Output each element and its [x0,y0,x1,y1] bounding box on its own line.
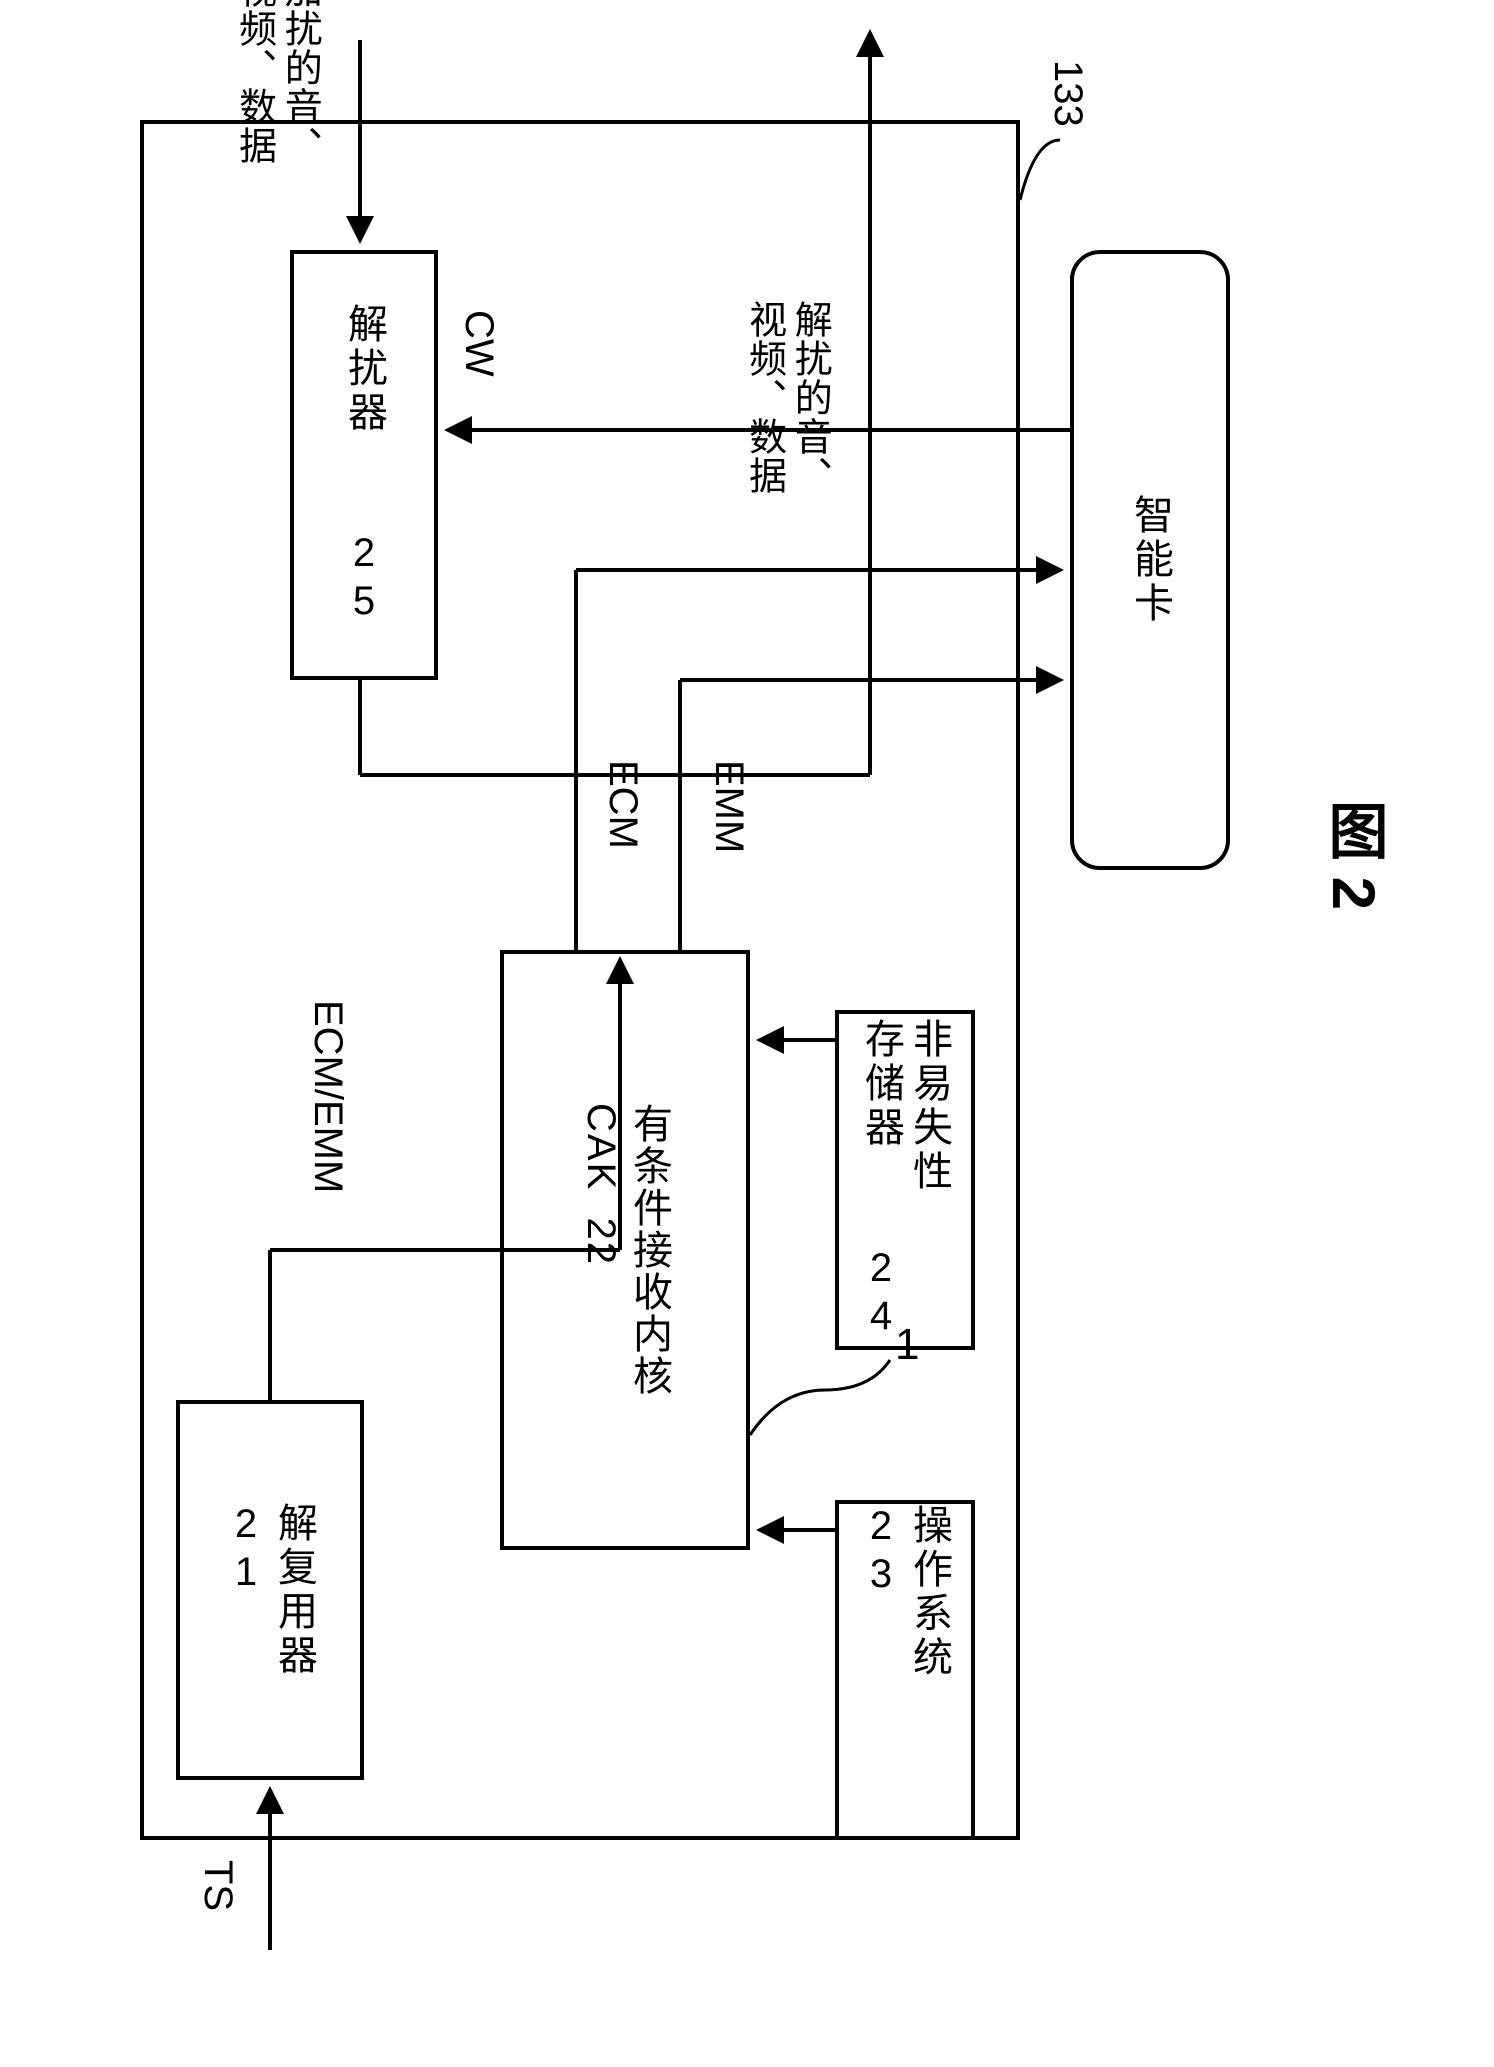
ecm-emm-label: ECM/EMM [305,1000,350,1193]
ts-label: TS [195,1860,240,1911]
emm-label: EMM [706,760,751,853]
cak-block: 有条件接收内核 CAK 22 [500,950,750,1550]
smartcard-label: 智能卡 [1128,494,1172,626]
cak-label-2: CAK [579,1103,623,1191]
demux-label: 解复用器 [272,1502,316,1678]
descrambled-output-label: 解扰的音、 视频、数据 [740,300,831,495]
descrambler-number: 25 [342,531,386,627]
descrambler-label: 解扰器 [342,303,386,435]
demultiplexer-block: 解复用器 21 [176,1400,364,1780]
demux-number: 21 [224,1502,268,1598]
figure-label: 图 2 [1310,800,1397,910]
cak-label-1: 有条件接收内核 [627,1103,671,1397]
scrambled-input-label: 加扰的音、 视频、数据 [230,0,321,165]
ecm-label: ECM [600,760,645,849]
descrambler-block: 解扰器 25 [290,250,438,680]
diagram-container: 解复用器 21 有条件接收内核 CAK 22 操作系统 23 非易失性 存储器 … [0,0,1494,2067]
os-number: 23 [859,1504,903,1600]
nvm-block: 非易失性 存储器 24 [835,1010,975,1350]
nvm-label-1: 非易失性 [907,1018,951,1194]
cw-label: CW [456,310,501,377]
nvm-label-2: 存储器 [859,1018,903,1150]
smartcard-block: 智能卡 [1070,250,1230,870]
callout-1: 1 [895,1320,919,1370]
os-block: 操作系统 23 [835,1500,975,1840]
callout-133: 133 [1045,60,1090,127]
cak-number: 22 [579,1217,623,1266]
os-label: 操作系统 [907,1504,951,1680]
